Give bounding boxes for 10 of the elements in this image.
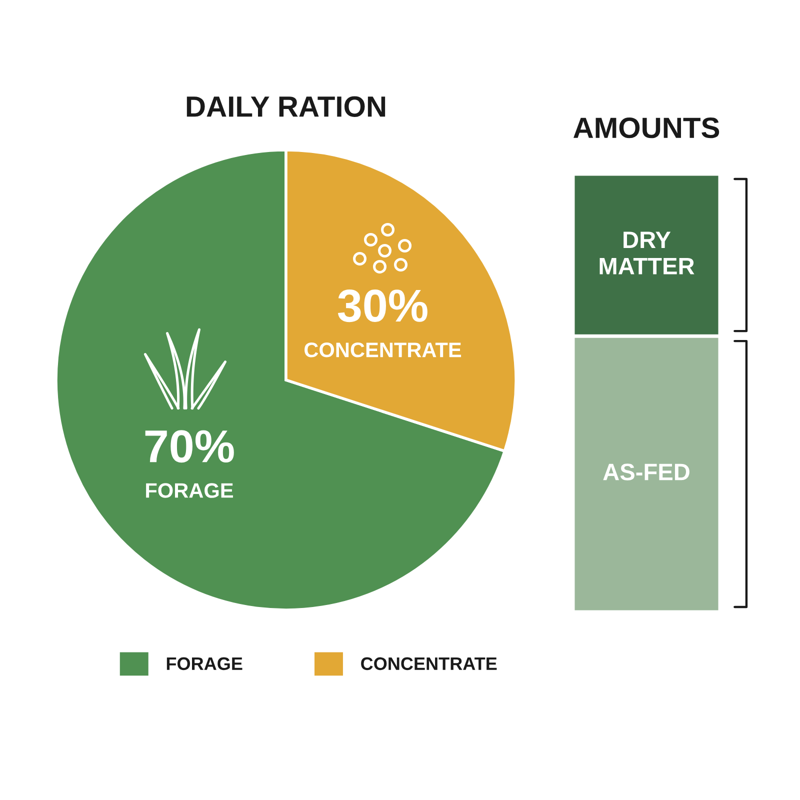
chart-title: DAILY RATION bbox=[186, 96, 386, 117]
chart-title: AMOUNTS bbox=[574, 118, 720, 138]
data-label: 30% bbox=[338, 290, 428, 322]
slice-label: FORAGE bbox=[146, 483, 233, 498]
data-label: 70% bbox=[145, 430, 234, 463]
slice-label: CONCENTRATE bbox=[304, 342, 462, 358]
series-label: DRY MATTER bbox=[600, 232, 694, 274]
legend-label: FORAGE bbox=[166, 657, 242, 670]
legend-label: CONCENTRATE bbox=[361, 657, 497, 670]
series-label: AS-FED bbox=[603, 464, 690, 480]
